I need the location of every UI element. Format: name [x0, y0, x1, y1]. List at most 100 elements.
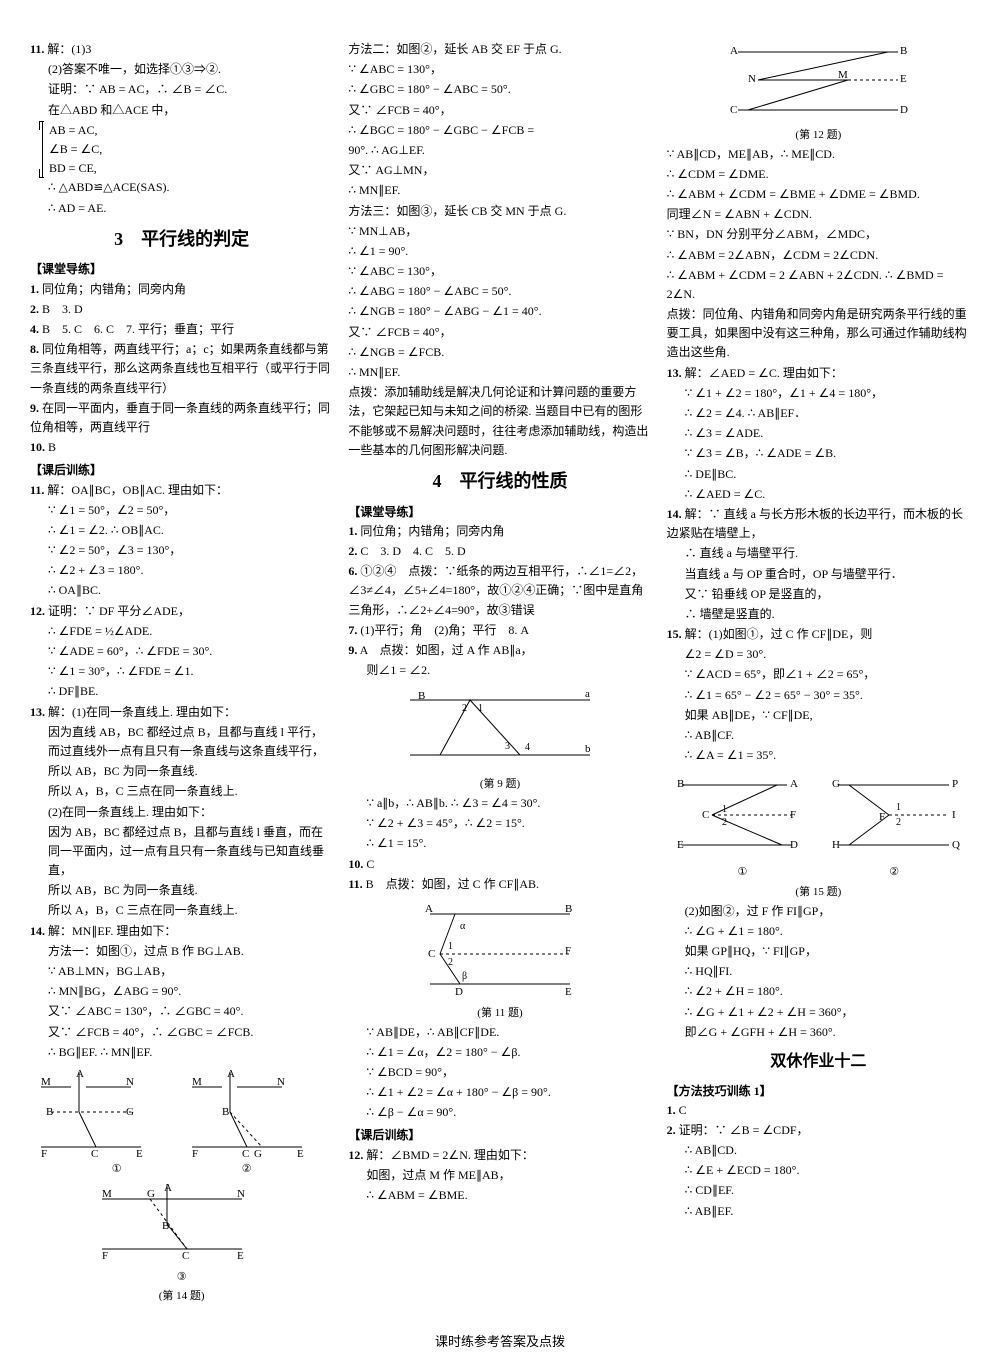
svg-text:E: E — [565, 986, 572, 998]
svg-text:A: A — [730, 45, 738, 57]
s3-9: 9. 在同一平面内，垂直于同一条直线的两条直线平行；同位角相等，两直线平行 — [30, 399, 333, 437]
item-11-3: 证明：∵ AB = AC，∴ ∠B = ∠C. — [30, 80, 333, 99]
svg-text:E: E — [900, 73, 907, 85]
svg-text:A: A — [425, 903, 433, 915]
column-2: 方法二：如图②，延长 AB 交 EF 于点 G. ∵ ∠ABC = 130°， … — [348, 40, 651, 1345]
svg-text:C: C — [91, 1148, 98, 1157]
figure-11-caption: (第 11 题) — [348, 1005, 651, 1023]
svg-text:M: M — [838, 69, 848, 81]
svg-text:G: G — [254, 1148, 262, 1157]
figure-14: A M N BG FCE A M N B FGCE — [30, 1063, 333, 1306]
item-11-4: 在△ABD 和△ACE 中， — [30, 101, 333, 120]
svg-text:M: M — [192, 1076, 202, 1088]
figure-12-svg: A B N M E C D — [718, 40, 918, 125]
svg-text:H: H — [832, 839, 840, 851]
figure-14-3-svg: MGN A B FCE — [102, 1179, 262, 1269]
svg-text:1: 1 — [722, 804, 727, 815]
figure-15: B A C F 1 2 E D G P F I 1 2 H Q — [667, 766, 970, 864]
section-3-title: 3 平行线的判定 — [30, 225, 333, 254]
figure-15-2-svg: GP F I 12 HQ — [824, 770, 964, 860]
figure-15-caption: (第 15 题) — [667, 884, 970, 902]
svg-text:B: B — [677, 778, 684, 790]
svg-text:N: N — [748, 73, 756, 85]
svg-text:Q: Q — [952, 839, 960, 851]
svg-text:N: N — [237, 1188, 245, 1200]
sx-label: 【方法技巧训练 1】 — [667, 1082, 970, 1101]
figure-14-2-svg: A M N B FGCE — [192, 1067, 322, 1157]
svg-text:1: 1 — [448, 941, 453, 952]
svg-text:B: B — [565, 903, 572, 915]
svg-text:1: 1 — [896, 802, 901, 813]
svg-text:1: 1 — [478, 703, 483, 714]
svg-text:B: B — [46, 1106, 53, 1118]
s3-1: 1. 同位角；内错角；同旁内角 — [30, 280, 333, 299]
s3k-12: 12. 证明：∵ DF 平分∠ADE， — [30, 602, 333, 621]
item-11-2: (2)答案不唯一，如选择①③⇒②. — [30, 60, 333, 79]
svg-text:N: N — [126, 1076, 134, 1088]
kedaolian-4: 【课堂导练】 — [348, 503, 651, 522]
svg-text:C: C — [242, 1148, 249, 1157]
svg-text:G: G — [126, 1106, 134, 1118]
figure-14-1-svg: A M N BG FCE — [41, 1067, 171, 1157]
kehou-3: 【课后训练】 — [30, 461, 333, 480]
svg-text:b: b — [585, 743, 591, 755]
svg-text:C: C — [428, 948, 435, 960]
s3k-14: 14. 解：MN∥EF. 理由如下： — [30, 922, 333, 941]
svg-text:E: E — [297, 1148, 304, 1157]
svg-text:C: C — [730, 104, 737, 116]
svg-text:2: 2 — [896, 817, 901, 828]
kedaolian-3: 【课堂导练】 — [30, 260, 333, 279]
svg-text:C: C — [702, 809, 709, 821]
svg-text:2: 2 — [462, 703, 467, 714]
svg-text:E: E — [136, 1148, 143, 1157]
s3k-11: 11. 解：OA∥BC，OB∥AC. 理由如下： — [30, 481, 333, 500]
svg-text:F: F — [102, 1250, 108, 1262]
svg-text:β: β — [462, 971, 467, 982]
figure-15-1-svg: B A C F 1 2 E D — [672, 770, 812, 860]
svg-text:3: 3 — [505, 741, 510, 752]
svg-text:G: G — [832, 778, 840, 790]
svg-text:a: a — [585, 688, 590, 700]
svg-text:F: F — [565, 945, 571, 957]
svg-text:I: I — [952, 809, 956, 821]
item-11-6: ∴ AD = AE. — [30, 199, 333, 218]
svg-text:B: B — [418, 690, 425, 702]
figure-11-svg: AB α CF 12 β DE — [400, 899, 600, 999]
svg-text:M: M — [102, 1188, 112, 1200]
kehou-4: 【课后训练】 — [348, 1126, 651, 1145]
s3-10: 10. B — [30, 438, 333, 457]
item-11-5: ∴ △ABD≌△ACE(SAS). — [30, 178, 333, 197]
shuangxiu-title: 双休作业十二 — [667, 1049, 970, 1075]
svg-text:P: P — [952, 778, 958, 790]
column-1: 11. 解：(1)3 (2)答案不唯一，如选择①③⇒②. 证明：∵ AB = A… — [30, 40, 333, 1345]
svg-text:A: A — [164, 1182, 172, 1194]
svg-text:F: F — [192, 1148, 198, 1157]
figure-12-caption: (第 12 题) — [667, 127, 970, 145]
svg-text:G: G — [147, 1188, 155, 1200]
svg-text:D: D — [455, 986, 463, 998]
svg-text:A: A — [790, 778, 798, 790]
svg-text:F: F — [790, 809, 796, 821]
svg-text:B: B — [222, 1106, 229, 1118]
section-4-title: 4 平行线的性质 — [348, 467, 651, 496]
svg-text:E: E — [677, 839, 684, 851]
svg-text:A: A — [76, 1068, 84, 1080]
figure-9-svg: a B b 12 3 4 — [400, 685, 600, 770]
s3-4: 4. B 5. C 6. C 7. 平行；垂直；平行 — [30, 320, 333, 339]
dianbo-2: 点拨：同位角、内错角和同旁内角是研究两条平行线的重要工具，如果图中没有这三种角，… — [667, 305, 970, 363]
svg-text:F: F — [41, 1148, 47, 1157]
svg-text:B: B — [900, 45, 907, 57]
s3k-13: 13. 解：(1)在同一条直线上. 理由如下： — [30, 703, 333, 722]
svg-text:α: α — [460, 921, 466, 932]
column-3: AB NM E CD (第 12 题) ∵ AB∥CD，ME∥AB，∴ ME∥C… — [667, 40, 970, 1345]
page-footer: 课时练参考答案及点拨 — [30, 1332, 970, 1353]
svg-text:2: 2 — [722, 817, 727, 828]
figure-14-caption: (第 14 题) — [30, 1288, 333, 1306]
s3-2: 2. B 3. D — [30, 300, 333, 319]
dianbo-1: 点拨：添加辅助线是解决几何论证和计算问题的重要方法，它架起已知与未知之间的桥梁.… — [348, 383, 651, 460]
svg-text:4: 4 — [525, 742, 530, 753]
svg-text:D: D — [790, 839, 798, 851]
item-11-1: 11. 解：(1)3 — [30, 40, 333, 59]
svg-text:D: D — [900, 104, 908, 116]
svg-text:E: E — [237, 1250, 244, 1262]
